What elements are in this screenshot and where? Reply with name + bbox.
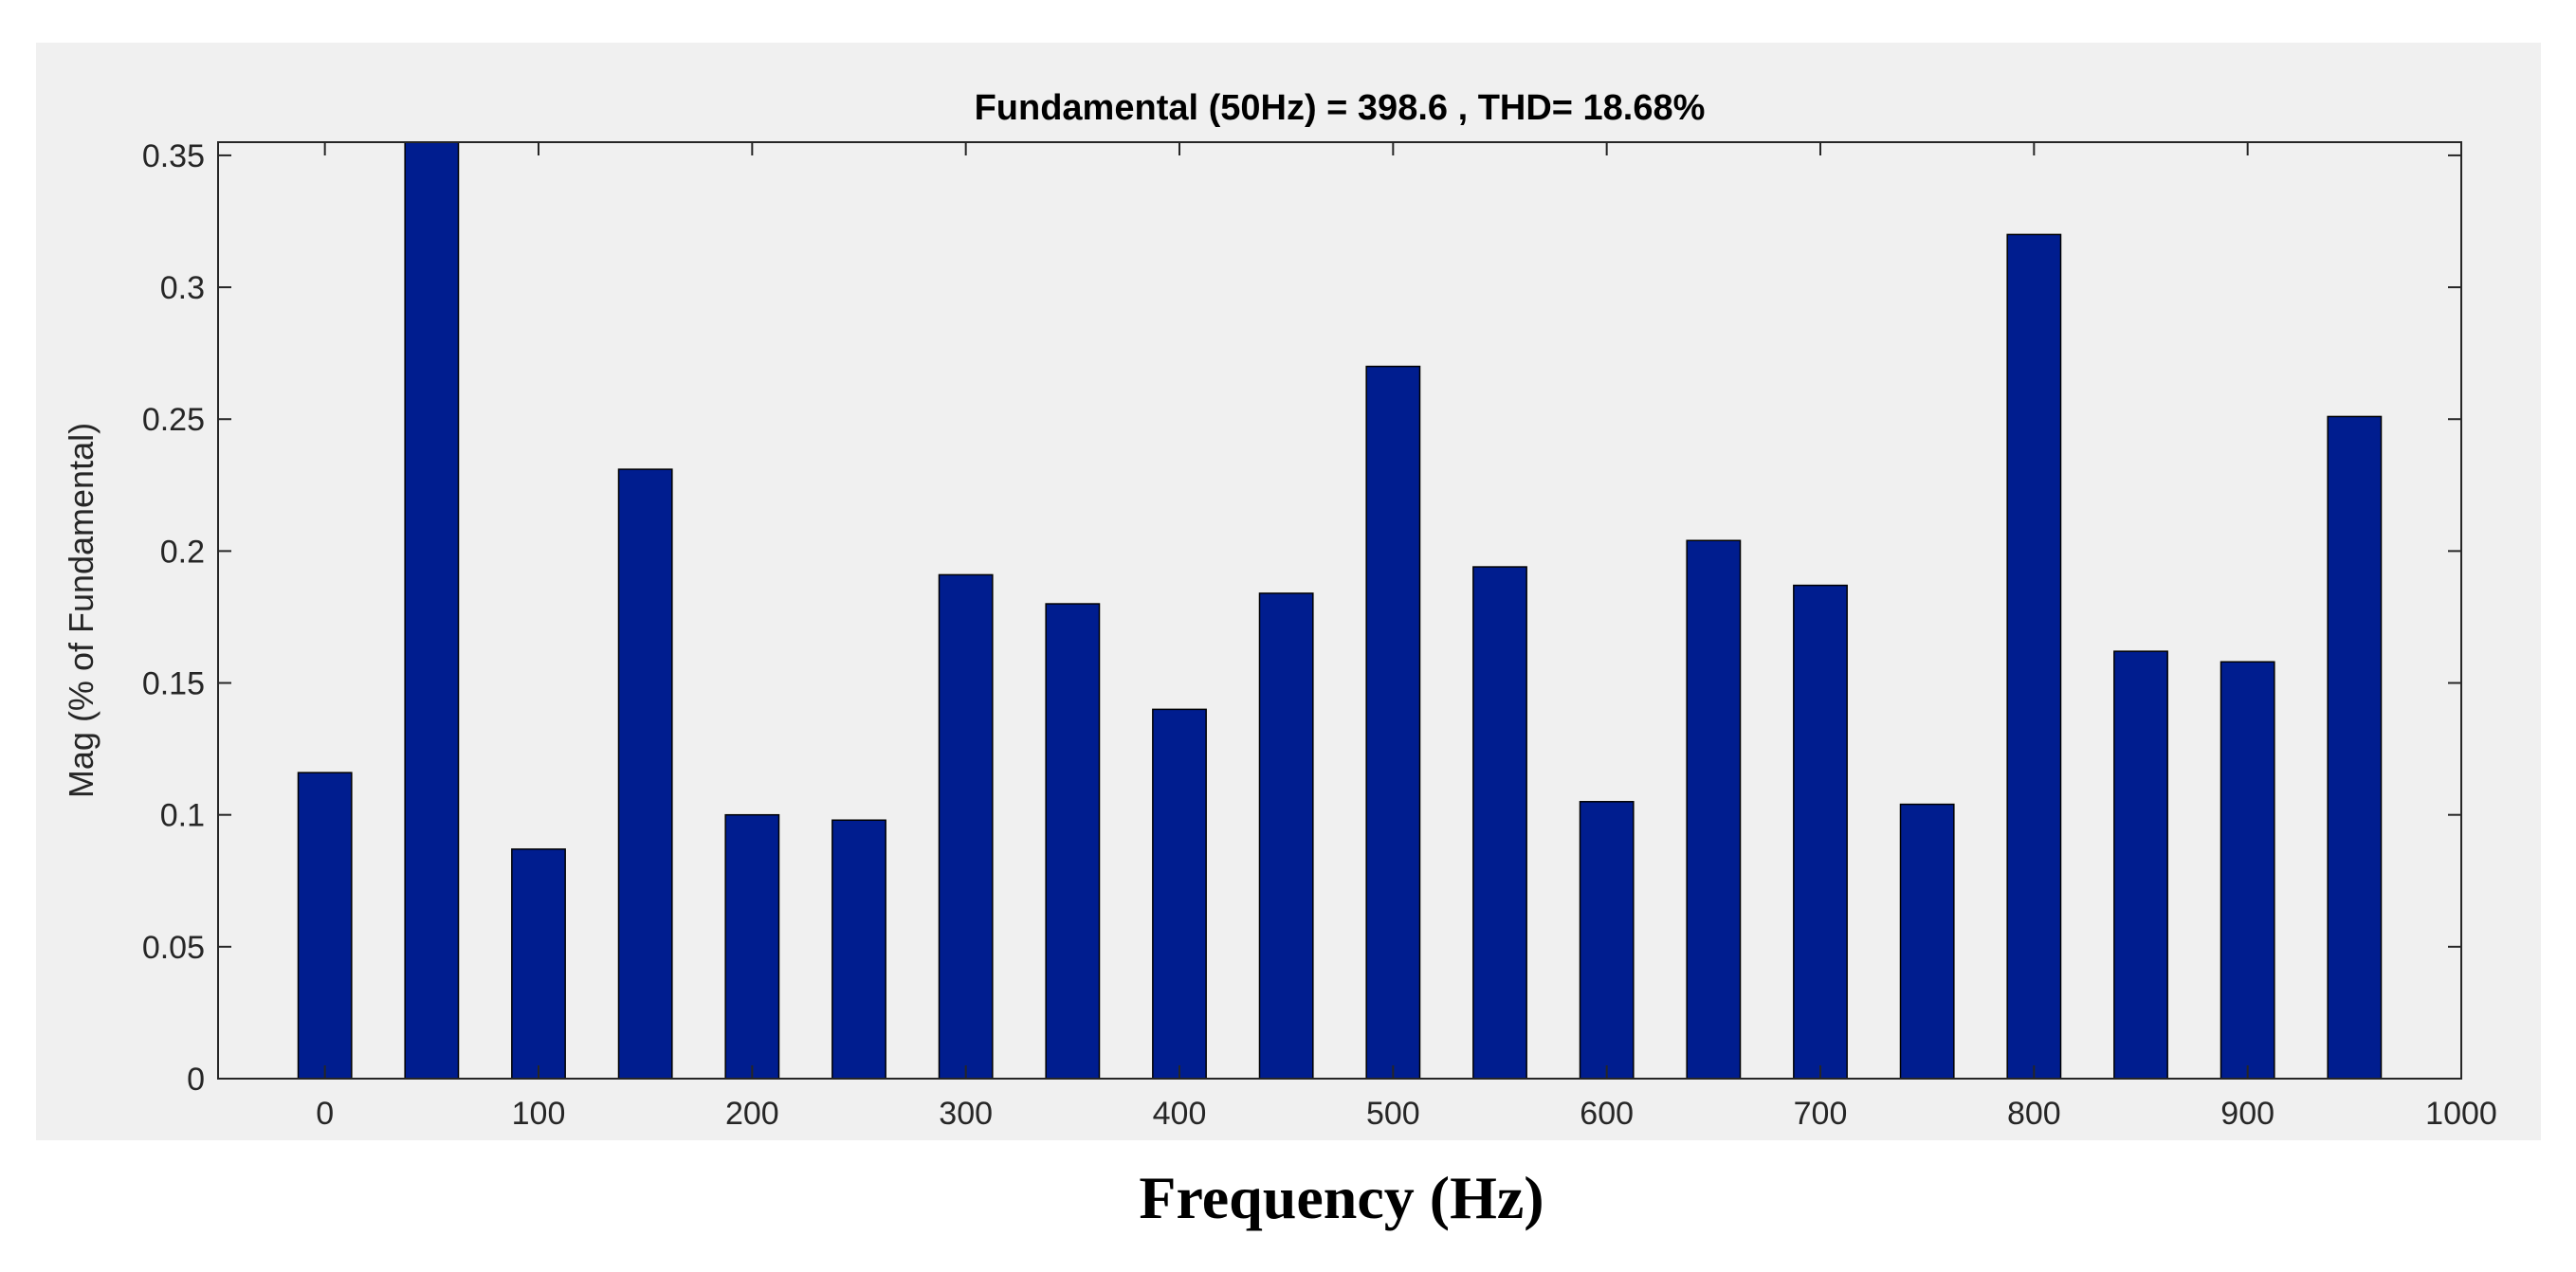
bar-800hz (2006, 233, 2062, 1080)
y-tick-label-0.05: 0.05 (142, 930, 205, 966)
bar-350hz (1045, 603, 1101, 1080)
y-tick-label-0.2: 0.2 (160, 534, 205, 570)
y-axis-label: Mag (% of Fundamental) (62, 423, 100, 798)
bar-700hz (1793, 584, 1848, 1080)
x-tick-label-600: 600 (1580, 1096, 1634, 1132)
y-tick-label-0.1: 0.1 (160, 798, 205, 834)
bar-300hz (938, 573, 994, 1080)
bar-550hz (1472, 566, 1527, 1080)
x-axis-label: Frequency (Hz) (1139, 1164, 1544, 1231)
x-tick-label-400: 400 (1153, 1096, 1207, 1132)
bar-100hz (511, 848, 566, 1080)
y-tick-label-0.35: 0.35 (142, 138, 205, 174)
x-tick-label-900: 900 (2220, 1096, 2275, 1132)
x-tick-label-800: 800 (2007, 1096, 2061, 1132)
bar-200hz (724, 813, 780, 1080)
x-tick-label-300: 300 (939, 1096, 993, 1132)
bar-900hz (2220, 661, 2275, 1080)
bars-group (297, 141, 2383, 1080)
plot-area-frame (217, 141, 2462, 1080)
bar-400hz (1152, 708, 1207, 1080)
bar-600hz (1579, 801, 1635, 1080)
x-tick-label-700: 700 (1794, 1096, 1848, 1132)
ticks-group: 0 100 200 300 400 500 600 700 800 900 1000 0 0.05 0.1… (142, 138, 2497, 1132)
bar-150hz (617, 468, 673, 1080)
bar-50hz (404, 141, 460, 1080)
y-tick-label-0.25: 0.25 (142, 402, 205, 438)
bar-750hz (1899, 803, 1955, 1080)
bar-0hz (297, 772, 353, 1080)
y-tick-label-0.15: 0.15 (142, 666, 205, 702)
x-tick-label-0: 0 (316, 1096, 334, 1132)
y-tick-label-0.3: 0.3 (160, 270, 205, 306)
bar-850hz (2113, 650, 2168, 1080)
chart-title: Fundamental (50Hz) = 398.6 , THD= 18.68% (975, 88, 1706, 128)
bar-450hz (1258, 592, 1314, 1080)
bar-500hz (1365, 365, 1421, 1080)
x-tick-label-500: 500 (1366, 1096, 1420, 1132)
y-tick-label-0: 0 (187, 1062, 205, 1098)
bar-650hz (1686, 539, 1742, 1080)
bar-250hz (831, 819, 886, 1080)
bar-950hz (2327, 415, 2383, 1080)
x-tick-label-100: 100 (512, 1096, 566, 1132)
x-tick-label-200: 200 (725, 1096, 779, 1132)
x-tick-label-1000: 1000 (2425, 1096, 2497, 1132)
